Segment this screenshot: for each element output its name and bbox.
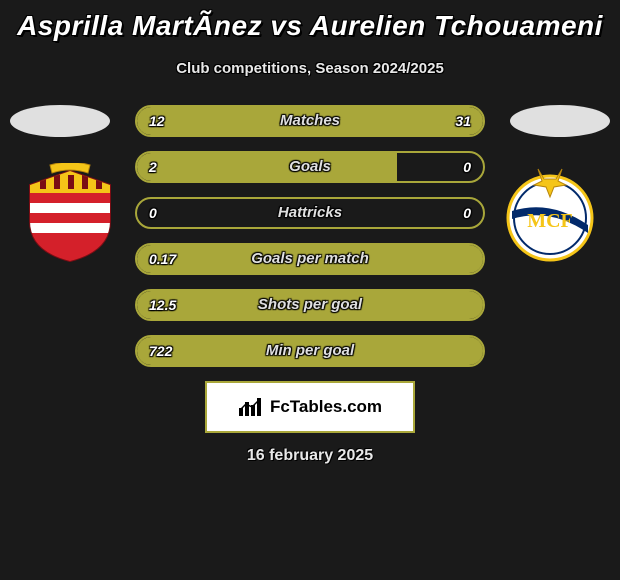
club-crest-right: MCF <box>500 163 600 263</box>
stat-bar-row: Goals per match0.17 <box>135 243 485 275</box>
stat-value-right: 0 <box>463 199 471 227</box>
bar-chart-icon <box>238 396 264 418</box>
stat-value-left: 12.5 <box>149 291 176 319</box>
stat-bars-container: Matches1231Goals20Hattricks00Goals per m… <box>135 105 485 367</box>
svg-text:MCF: MCF <box>527 210 573 232</box>
comparison-stage: MCF Matches1231Goals20Hattricks00Goals p… <box>0 105 620 465</box>
stat-value-left: 12 <box>149 107 165 135</box>
club-crest-left <box>20 163 120 263</box>
stat-value-right: 31 <box>455 107 471 135</box>
stat-value-left: 0.17 <box>149 245 176 273</box>
comparison-date: 16 february 2025 <box>0 447 620 465</box>
stat-label: Matches <box>137 107 483 135</box>
footer-brand-text: FcTables.com <box>270 397 382 417</box>
stat-value-left: 0 <box>149 199 157 227</box>
player-photo-placeholder-left <box>10 105 110 137</box>
stat-bar-row: Min per goal722 <box>135 335 485 367</box>
page-title: Asprilla MartÃ­nez vs Aurelien Tchouamen… <box>0 0 620 42</box>
player-photo-placeholder-right <box>510 105 610 137</box>
stat-label: Goals per match <box>137 245 483 273</box>
stat-bar-row: Goals2 0 <box>135 151 485 183</box>
stat-label: Hattricks <box>137 199 483 227</box>
stat-value-left: 722 <box>149 337 172 365</box>
stat-label: Min per goal <box>137 337 483 365</box>
stat-value-right: 0 <box>463 153 471 181</box>
stat-label: Goals <box>137 153 483 181</box>
stat-label: Shots per goal <box>137 291 483 319</box>
subtitle: Club competitions, Season 2024/2025 <box>0 60 620 77</box>
stat-value-left: 2 <box>149 153 157 181</box>
stat-bar-row: Matches12 31 <box>135 105 485 137</box>
fctables-logo: FcTables.com <box>205 381 415 433</box>
stat-bar-row: Hattricks0 0 <box>135 197 485 229</box>
stat-bar-row: Shots per goal12.5 <box>135 289 485 321</box>
